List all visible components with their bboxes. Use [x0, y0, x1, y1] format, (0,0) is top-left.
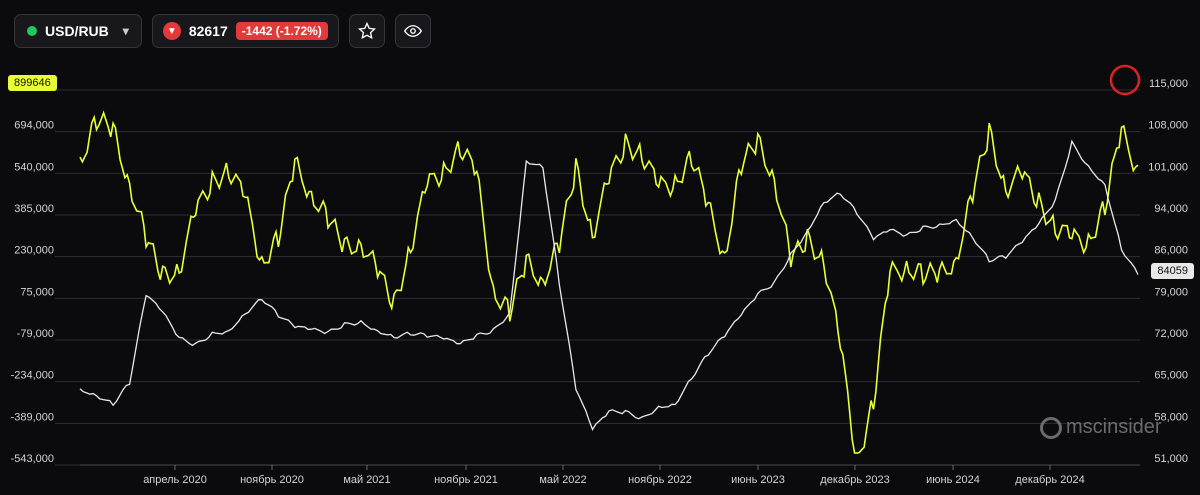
right-tick-label: 101,000 [1148, 161, 1188, 173]
x-tick-label: июнь 2023 [731, 474, 785, 486]
toolbar: USD/RUB ▾ ▼ 82617 -1442 (-1.72%) [14, 14, 431, 50]
left-tick-label: 385,000 [14, 203, 54, 215]
left-tick-label: 540,000 [14, 161, 54, 173]
down-arrow-icon: ▼ [162, 22, 181, 40]
right-tick-label: 115,000 [1149, 78, 1188, 90]
x-tick-label: декабрь 2024 [1015, 474, 1084, 486]
series-line-white [79, 139, 1139, 431]
right-tick-label: 108,000 [1148, 120, 1188, 132]
left-tick-label: -234,000 [11, 370, 54, 382]
symbol-selector[interactable]: USD/RUB ▾ [14, 14, 142, 48]
right-tick-label: 58,000 [1154, 411, 1188, 423]
left-tick-label: -543,000 [11, 453, 54, 465]
price-change-badge: -1442 (-1.72%) [235, 22, 328, 40]
x-tick-label: ноябрь 2020 [240, 474, 304, 486]
eye-icon [403, 25, 422, 37]
x-tick-label: июнь 2024 [926, 474, 980, 486]
x-tick-label: декабрь 2023 [820, 474, 889, 486]
left-tick-label: -389,000 [11, 411, 54, 423]
watermark-label: mscinsider [1066, 416, 1162, 438]
favorite-button[interactable] [348, 14, 385, 48]
series-line-yellow [79, 110, 1139, 454]
star-icon [357, 22, 376, 40]
left-axis: 849,000694,000540,000385,000230,00075,00… [11, 78, 54, 465]
chevron-down-icon[interactable]: ▾ [122, 24, 129, 38]
right-tick-label: 86,000 [1154, 245, 1188, 257]
right-tick-label: 65,000 [1154, 370, 1188, 382]
x-tick-label: май 2021 [343, 474, 390, 486]
highlight-marker [1109, 64, 1141, 96]
series-lines [79, 64, 1141, 454]
price-box: ▼ 82617 -1442 (-1.72%) [151, 14, 339, 48]
symbol-label: USD/RUB [45, 23, 109, 39]
left-price-tag: 899646 [8, 75, 57, 91]
right-price-tag: 84059 [1151, 263, 1194, 279]
visibility-button[interactable] [394, 14, 431, 48]
right-axis: 115,000 108,000 101,000 94,000 86,000 79,000 7… [1148, 78, 1188, 465]
price-value: 82617 [188, 23, 228, 39]
right-tick-label: 72,000 [1154, 328, 1188, 340]
left-tick-label: 694,000 [14, 120, 54, 132]
x-tick-label: ноябрь 2021 [434, 474, 498, 486]
logo-icon [1040, 416, 1062, 439]
status-dot [27, 26, 37, 36]
left-tick-label: 75,000 [20, 286, 54, 298]
x-tick-label: апрель 2020 [143, 474, 207, 486]
right-tick-label: 51,000 [1154, 453, 1188, 465]
x-tick-label: май 2022 [539, 474, 586, 486]
right-tick-label: 79,000 [1154, 286, 1188, 298]
grid [55, 89, 1140, 466]
left-tick-label: -79,000 [17, 328, 54, 340]
watermark: mscinsider [1040, 416, 1162, 439]
x-tick-label: ноябрь 2022 [628, 474, 692, 486]
x-axis: апрель 2020 ноябрь 2020 май 2021 ноябрь 202… [143, 465, 1085, 486]
left-tick-label: 230,000 [14, 245, 54, 257]
right-tick-label: 94,000 [1154, 203, 1188, 215]
